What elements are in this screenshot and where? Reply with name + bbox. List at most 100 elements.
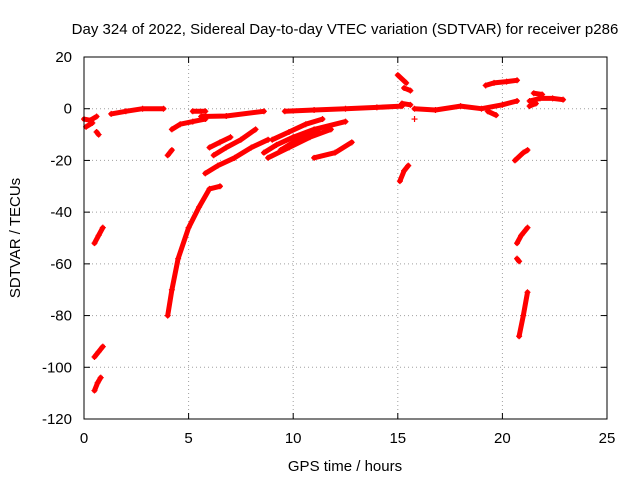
data-point xyxy=(524,289,531,296)
data-point xyxy=(91,387,98,394)
data-point xyxy=(223,112,230,119)
data-segment xyxy=(165,183,223,319)
data-segment xyxy=(311,139,355,161)
data-point xyxy=(332,149,339,156)
data-point xyxy=(185,224,192,231)
data-segment xyxy=(269,116,325,143)
data-point xyxy=(97,374,104,381)
data-point xyxy=(560,96,567,103)
data-point xyxy=(94,379,101,386)
data-point xyxy=(327,126,334,133)
data-segment xyxy=(512,147,530,163)
data-point xyxy=(398,100,405,107)
data-point xyxy=(539,91,546,98)
data-point xyxy=(407,101,414,108)
data-point xyxy=(511,157,518,164)
data-segment xyxy=(83,120,95,130)
data-point xyxy=(342,118,349,125)
data-point xyxy=(168,147,175,154)
data-point xyxy=(411,116,418,123)
data-point xyxy=(302,121,309,128)
data-point xyxy=(526,97,533,104)
y-tick-label: -80 xyxy=(50,308,72,325)
data-point xyxy=(532,100,539,107)
data-point xyxy=(139,105,146,112)
y-tick-label: -120 xyxy=(42,411,72,428)
data-point xyxy=(524,147,531,154)
data-point xyxy=(95,131,102,138)
data-point xyxy=(516,333,523,340)
data-point xyxy=(95,348,102,355)
data-segment xyxy=(483,77,520,88)
data-point xyxy=(269,136,276,143)
data-point xyxy=(206,144,213,151)
x-tick-label: 25 xyxy=(599,430,616,447)
data-segment xyxy=(485,108,499,118)
data-point xyxy=(401,85,408,92)
x-tick-label: 5 xyxy=(184,430,192,447)
data-point xyxy=(89,119,96,126)
x-tick-label: 0 xyxy=(80,430,88,447)
x-tick-label: 20 xyxy=(494,430,511,447)
data-point xyxy=(432,107,439,114)
data-point xyxy=(281,108,288,115)
data-point xyxy=(122,108,129,115)
data-point xyxy=(177,121,184,128)
data-point xyxy=(478,105,485,112)
data-point xyxy=(273,141,280,148)
chart-title: Day 324 of 2022, Sidereal Day-to-day VTE… xyxy=(72,21,619,38)
data-point xyxy=(210,152,217,159)
data-point xyxy=(286,128,293,135)
data-point xyxy=(524,224,531,231)
data-point xyxy=(311,107,318,114)
data-point xyxy=(394,72,401,79)
data-point xyxy=(260,149,267,156)
data-point xyxy=(216,139,223,146)
data-segment xyxy=(395,72,409,86)
data-point xyxy=(315,126,322,133)
data-segment xyxy=(169,116,208,132)
data-point xyxy=(248,144,255,151)
data-point xyxy=(168,286,175,293)
data-point xyxy=(403,79,410,86)
data-point xyxy=(202,108,209,115)
data-point xyxy=(260,108,267,115)
data-point xyxy=(99,224,106,231)
x-axis-label: GPS time / hours xyxy=(288,458,402,475)
data-point xyxy=(514,97,521,104)
data-segment xyxy=(108,106,166,117)
data-point xyxy=(99,343,106,350)
data-segment xyxy=(412,98,520,113)
data-point xyxy=(252,126,259,133)
data-point xyxy=(227,134,234,141)
data-point xyxy=(503,78,510,85)
data-segment xyxy=(265,126,334,161)
data-point xyxy=(206,185,213,192)
data-point xyxy=(514,240,521,247)
data-point xyxy=(499,101,506,108)
plot-frame xyxy=(83,56,608,420)
data-point xyxy=(160,105,167,112)
data-point xyxy=(526,103,533,110)
x-tick-label: 10 xyxy=(285,430,302,447)
data-point xyxy=(91,353,98,360)
data-point xyxy=(411,105,418,112)
data-point xyxy=(396,178,403,185)
data-point xyxy=(514,77,521,84)
data-point xyxy=(401,167,408,174)
y-tick-label: 0 xyxy=(64,101,72,118)
data-point xyxy=(290,134,297,141)
tick-layer: 0 5 10 15 20 25 20 0 -20 -40 -60 -80 -100 -120 xyxy=(42,49,615,447)
x-tick-label: 15 xyxy=(389,430,406,447)
data-point xyxy=(214,162,221,169)
data-segment xyxy=(198,108,267,119)
data-point xyxy=(484,108,491,115)
data-point xyxy=(530,90,537,97)
data-point xyxy=(198,113,205,120)
data-point xyxy=(93,113,100,120)
data-point xyxy=(108,110,115,117)
data-point xyxy=(189,118,196,125)
y-tick-label: 20 xyxy=(55,49,72,66)
data-point xyxy=(311,154,318,161)
